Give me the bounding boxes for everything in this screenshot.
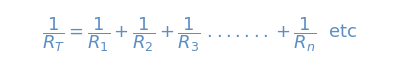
Text: $\dfrac{1}{R_{T}} = \dfrac{1}{R_{1}} + \dfrac{1}{R_{2}} + \dfrac{1}{R_{3}}\ ....: $\dfrac{1}{R_{T}} = \dfrac{1}{R_{1}} + \…	[42, 15, 357, 54]
